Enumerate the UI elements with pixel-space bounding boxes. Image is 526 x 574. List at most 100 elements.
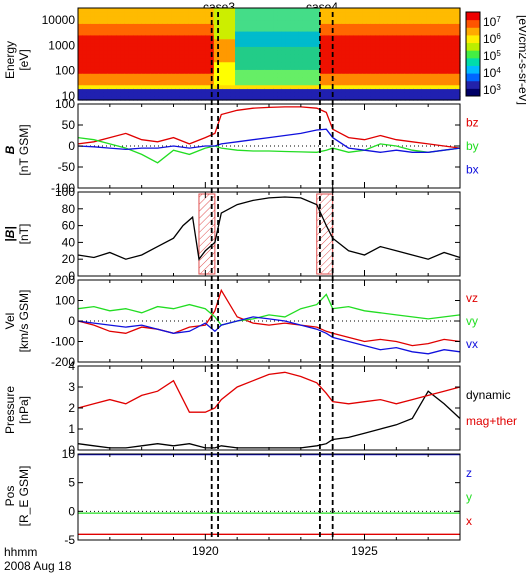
spectrogram-cell [430,50,436,55]
spectrogram-cell [247,34,253,40]
spectrogram-cell [387,61,393,67]
spectrogram-cell [417,27,423,32]
spectrogram-cell [205,88,211,93]
spectrogram-cell [392,23,397,28]
spectrogram-cell [137,42,143,47]
spectrogram-cell [90,65,96,70]
spectrogram-cell [341,31,346,36]
spectrogram-cell [188,27,194,32]
spectrogram-cell [455,46,461,51]
spectrogram-cell [239,8,245,13]
spectrogram-cell [103,42,109,47]
spectrogram-cell [426,15,431,21]
spectrogram-cell [341,96,346,101]
spectrogram-cell [141,50,147,55]
spectrogram-cell [133,46,139,51]
spectrogram-cell [396,50,402,55]
spectrogram-cell [218,23,223,28]
spectrogram-cell [366,73,372,78]
spectrogram-cell [235,8,240,13]
spectrogram-cell [269,23,274,28]
spectrogram-cell [184,96,189,101]
spectrogram-cell [107,8,113,13]
spectrogram-cell [209,65,215,70]
spectrogram-cell [175,15,181,21]
spectrogram-cell [158,31,164,36]
spectrogram-cell [311,19,317,24]
spectrogram-cell [345,15,351,21]
spectrogram-cell [86,88,92,93]
spectrogram-cell [430,92,436,97]
spectrogram-cell [179,46,185,51]
spectrogram-cell [167,46,172,51]
spectrogram-cell [294,38,300,44]
spectrogram-cell [133,50,139,55]
spectrogram-cell [430,65,436,70]
spectrogram-cell [243,80,249,86]
legend-mag+ther: mag+ther [466,414,517,428]
spectrogram-cell [294,11,300,17]
spectrogram-cell [269,80,274,86]
spectrogram-cell [154,11,160,17]
colorbar-segment [466,12,480,21]
spectrogram-cell [455,80,461,86]
spectrogram-cell [107,61,113,67]
spectrogram-cell [277,84,283,90]
spectrogram-cell [383,11,389,17]
b-gsm-ylabel-line1: B [3,145,17,154]
spectrogram-cell [400,50,406,55]
spectrogram-cell [353,38,359,44]
spectrogram-cell [103,31,109,36]
spectrogram-cell [128,42,134,47]
spectrogram-cell [324,50,330,55]
spectrogram-cell [103,11,109,17]
spectrogram-cell [218,54,223,59]
spectrogram-cell [247,84,253,90]
spectrogram-cell [103,69,109,74]
spectrogram-cell [205,46,211,51]
spectrogram-cell [150,96,155,101]
spectrogram-cell [379,92,385,97]
spectrogram-cell [269,11,274,17]
spectrogram-cell [375,80,380,86]
spectrogram-cell [413,15,419,21]
spectrogram-cell [277,92,283,97]
spectrogram-cell [260,23,266,28]
spectrogram-cell [188,92,194,97]
spectrogram-cell [124,19,130,24]
spectrogram-cell [162,34,168,40]
spectrogram-cell [86,50,92,55]
spectrogram-cell [421,38,427,44]
spectrogram-cell [443,31,448,36]
spectrogram-cell [434,92,440,97]
spectrogram-cell [298,69,304,74]
ytick-label: -5 [64,533,75,547]
spectrogram-cell [243,65,249,70]
spectrogram-cell [201,8,206,13]
spectrogram-cell [226,77,232,82]
spectrogram-cell [290,96,296,101]
spectrogram-cell [247,27,253,32]
spectrogram-cell [358,34,363,40]
spectrogram-cell [158,80,164,86]
spectrogram-cell [128,77,134,82]
spectrogram-cell [133,31,139,36]
spectrogram-cell [353,73,359,78]
spectrogram-cell [392,61,397,67]
spectrogram-cell [302,96,308,101]
spectrogram-cell [396,77,402,82]
spectrogram-cell [430,11,436,17]
spectrogram-cell [324,65,330,70]
spectrogram-cell [184,80,189,86]
spectrogram-cell [298,84,304,90]
spectrogram-cell [328,19,334,24]
spectrogram-cell [290,61,296,67]
spectrogram-cell [150,19,155,24]
spectrogram-cell [116,15,122,21]
spectrogram-cell [107,92,113,97]
spectrogram-cell [82,31,88,36]
spectrogram-cell [421,65,427,70]
spectrogram-cell [392,50,397,55]
spectrogram-cell [281,54,287,59]
